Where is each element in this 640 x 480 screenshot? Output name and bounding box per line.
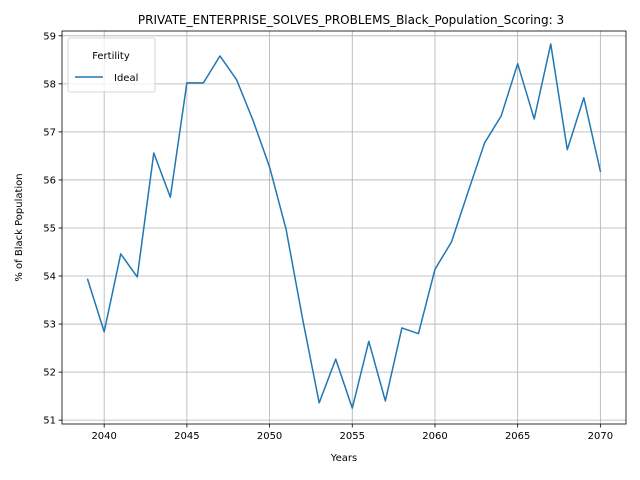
plot-frame — [61, 30, 627, 425]
legend-label: Ideal — [114, 73, 138, 84]
y-tick-label: 56 — [43, 175, 56, 186]
y-tick-label: 51 — [43, 416, 56, 427]
x-tick-label: 2060 — [422, 431, 447, 442]
y-tick-label: 52 — [43, 368, 56, 379]
x-axis-ticks: 2040 2045 2050 2055 2060 2065 2070 — [91, 424, 613, 442]
y-tick-label: 59 — [43, 31, 56, 42]
y-tick-label: 58 — [43, 79, 56, 90]
x-tick-label: 2065 — [505, 431, 530, 442]
x-tick-label: 2055 — [340, 431, 365, 442]
x-axis-label: Years — [330, 453, 357, 464]
y-axis-ticks: 51 52 53 54 55 56 57 58 59 — [43, 31, 62, 427]
x-tick-label: 2045 — [174, 431, 199, 442]
y-tick-label: 57 — [43, 127, 56, 138]
chart-title: PRIVATE_ENTERPRISE_SOLVES_PROBLEMS_Black… — [138, 13, 564, 27]
y-tick-label: 55 — [43, 223, 56, 234]
legend-title: Fertility — [92, 51, 130, 62]
legend: Fertility Ideal — [67, 37, 156, 93]
legend-box — [67, 37, 156, 93]
series-layer — [86, 43, 602, 409]
y-tick-label: 54 — [43, 272, 56, 283]
x-tick-label: 2050 — [257, 431, 282, 442]
x-tick-label: 2040 — [91, 431, 116, 442]
y-tick-label: 53 — [43, 320, 56, 331]
grid — [62, 31, 626, 424]
y-axis-label: % of Black Population — [14, 173, 25, 281]
series-line-ideal — [86, 43, 602, 409]
x-tick-label: 2070 — [588, 431, 613, 442]
